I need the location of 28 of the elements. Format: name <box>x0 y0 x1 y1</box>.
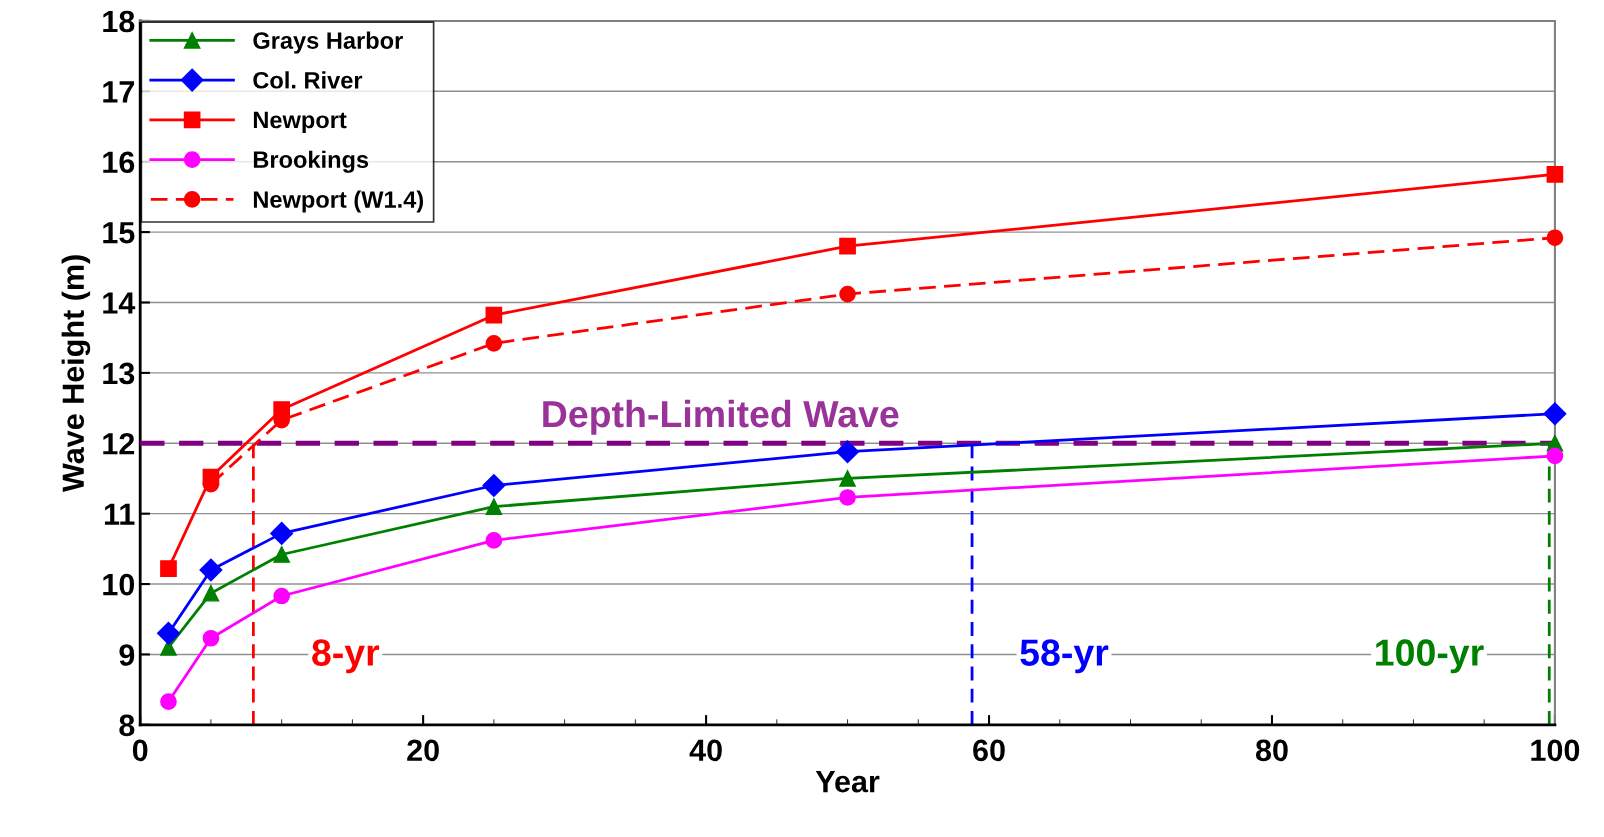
x-tick-label: 40 <box>689 739 722 762</box>
y-axis-title: Wave Height (m) <box>61 255 91 492</box>
y-tick-label: 17 <box>103 81 134 103</box>
ref-line-label: 8-yr <box>312 639 380 674</box>
ref-line-label: Depth-Limited Wave <box>543 399 899 435</box>
y-tick-label: 10 <box>103 573 135 596</box>
legend-label: Newport (W1.4) <box>253 190 424 213</box>
y-tick-label: 9 <box>119 644 135 666</box>
ref-line-label: 100-yr <box>1376 639 1484 674</box>
y-tick-label: 18 <box>103 10 135 33</box>
x-tick-label: 60 <box>973 739 1005 762</box>
y-tick-label: 8 <box>119 714 135 737</box>
x-tick-label: 0 <box>132 739 148 762</box>
legend-label: Newport <box>253 111 347 133</box>
ref-line-label: 58-yr <box>1020 639 1109 674</box>
y-tick-label: 13 <box>103 362 135 385</box>
x-tick-label: 20 <box>407 739 439 762</box>
y-tick-label: 12 <box>103 433 135 455</box>
y-tick-label: 16 <box>103 151 135 174</box>
y-tick-label: 15 <box>103 222 135 244</box>
x-tick-label: 80 <box>1255 739 1288 762</box>
x-axis-title: Year <box>815 771 880 793</box>
x-tick-label: 100 <box>1531 739 1580 762</box>
y-tick-label: 14 <box>103 292 136 314</box>
legend-label: Brookings <box>253 150 369 173</box>
y-tick-label: 11 <box>104 503 135 525</box>
legend-label: Col. River <box>253 71 363 89</box>
legend-label: Grays Harbor <box>253 31 403 54</box>
